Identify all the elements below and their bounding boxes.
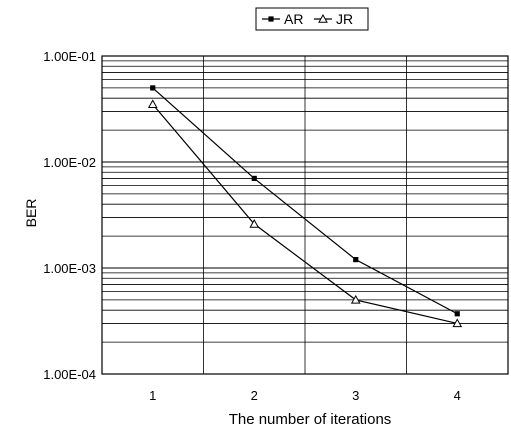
y-axis-tick-labels: 1.00E-01 1.00E-02 1.00E-03 1.00E-04 <box>43 49 96 382</box>
data-point-jr <box>452 318 463 328</box>
data-point-jr <box>350 294 361 304</box>
legend-marker <box>268 16 274 22</box>
legend-box <box>255 7 369 31</box>
legend: AR JR <box>255 7 369 31</box>
data-point-jr <box>147 99 158 109</box>
grid-lines <box>102 55 508 375</box>
x-tick-label: 1 <box>149 388 156 403</box>
series-line-jr <box>152 103 458 325</box>
data-point-ar <box>150 85 156 91</box>
series-line-ar <box>152 87 458 315</box>
x-tick-label: 2 <box>251 388 258 403</box>
series-layer <box>147 85 463 328</box>
data-point-ar <box>251 175 257 182</box>
x-axis-label: The number of iterations <box>229 411 392 428</box>
legend-label: AR <box>284 11 303 27</box>
y-tick-label: 1.00E-01 <box>43 49 96 64</box>
x-tick-label: 4 <box>454 388 461 403</box>
y-tick-label: 1.00E-03 <box>43 261 96 276</box>
x-axis-tick-labels: 1 2 3 4 <box>149 388 461 403</box>
y-tick-label: 1.00E-02 <box>43 155 96 170</box>
data-point-ar <box>454 311 460 317</box>
y-tick-label: 1.00E-04 <box>43 367 96 382</box>
data-point-jr <box>249 218 260 228</box>
series-ar <box>150 85 460 317</box>
y-axis-label: BER <box>23 199 39 228</box>
data-point-ar <box>353 257 359 263</box>
legend-marker <box>318 13 328 23</box>
legend-label: JR <box>336 11 353 27</box>
series-jr <box>147 99 463 328</box>
x-tick-label: 3 <box>352 388 359 403</box>
